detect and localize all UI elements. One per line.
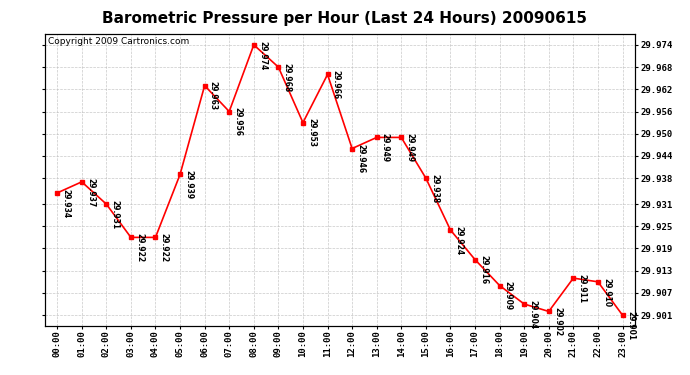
Text: 29.946: 29.946	[356, 144, 365, 174]
Text: 29.910: 29.910	[602, 278, 611, 307]
Text: 29.931: 29.931	[110, 200, 119, 229]
Text: 29.901: 29.901	[627, 311, 635, 340]
Text: 29.974: 29.974	[258, 41, 267, 70]
Text: 29.909: 29.909	[504, 281, 513, 310]
Text: 29.963: 29.963	[209, 81, 218, 111]
Text: 29.922: 29.922	[135, 233, 144, 262]
Text: 29.966: 29.966	[332, 70, 341, 99]
Text: 29.938: 29.938	[430, 174, 439, 203]
Text: Copyright 2009 Cartronics.com: Copyright 2009 Cartronics.com	[48, 37, 189, 46]
Text: 29.904: 29.904	[529, 300, 538, 329]
Text: 29.934: 29.934	[61, 189, 70, 218]
Text: 29.916: 29.916	[479, 255, 489, 285]
Text: 29.902: 29.902	[553, 307, 562, 336]
Text: 29.939: 29.939	[184, 170, 193, 200]
Text: Barometric Pressure per Hour (Last 24 Hours) 20090615: Barometric Pressure per Hour (Last 24 Ho…	[103, 11, 587, 26]
Text: 29.956: 29.956	[233, 107, 242, 136]
Text: 29.968: 29.968	[282, 63, 292, 92]
Text: 29.922: 29.922	[159, 233, 168, 262]
Text: 29.924: 29.924	[455, 226, 464, 255]
Text: 29.911: 29.911	[578, 274, 586, 303]
Text: 29.937: 29.937	[86, 178, 95, 207]
Text: 29.953: 29.953	[307, 118, 316, 147]
Text: 29.949: 29.949	[381, 133, 390, 162]
Text: 29.949: 29.949	[406, 133, 415, 162]
